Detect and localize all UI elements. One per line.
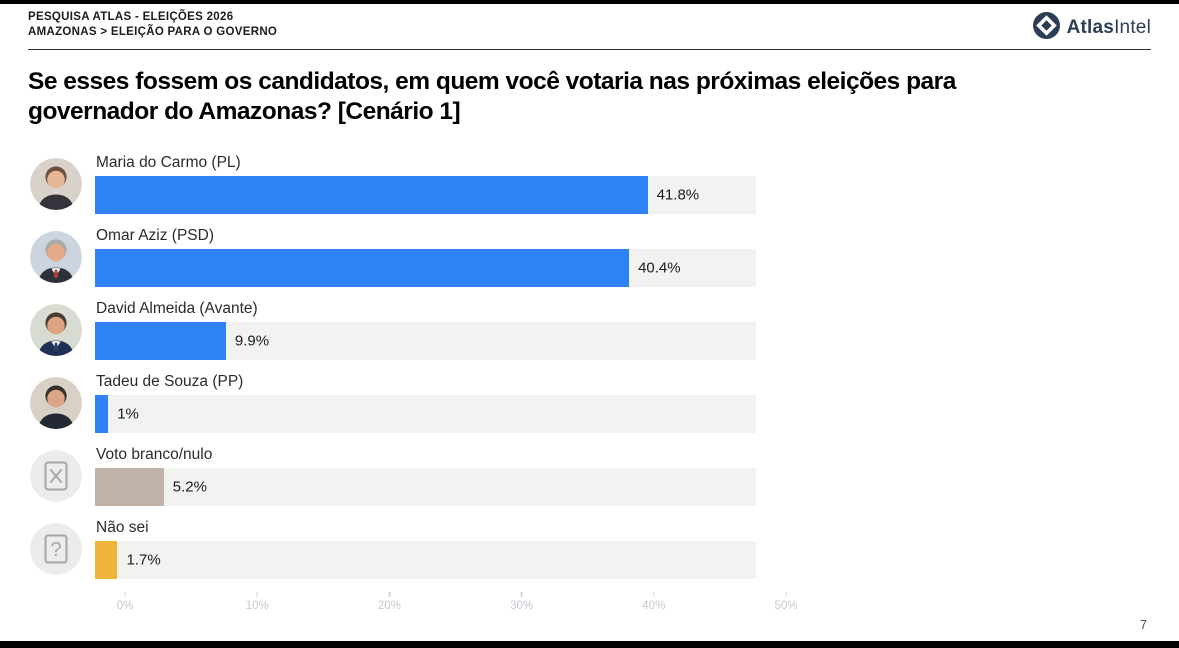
brand-name-intel: Intel xyxy=(1114,17,1151,38)
page-title: Se esses fossem os candidatos, em quem v… xyxy=(28,68,956,126)
bar-fill xyxy=(95,321,226,360)
bar-value-label: 1.7% xyxy=(126,551,161,569)
bar-value-label: 40.4% xyxy=(638,259,681,277)
row-main: David Almeida (Avante) 9.9% xyxy=(95,300,756,360)
row-main: Omar Aziz (PSD) 40.4% xyxy=(95,227,756,287)
axis-tick-label: 10% xyxy=(245,599,269,612)
axis-tick-label: 40% xyxy=(642,599,666,612)
chart-rows: Maria do Carmo (PL) 41.8% Omar Aziz (PSD… xyxy=(30,154,1179,579)
axis-tick-mark xyxy=(388,591,391,597)
bar-fill xyxy=(95,467,164,506)
axis-tick-mark xyxy=(256,591,258,597)
axis-tick-label: 30% xyxy=(510,599,534,612)
bar-value-label: 9.9% xyxy=(234,332,270,350)
axis-tick-mark xyxy=(653,591,655,597)
bar-fill xyxy=(95,175,648,214)
axis-tick-label: 20% xyxy=(377,599,401,612)
row-main: Voto branco/nulo 5.2% xyxy=(95,446,756,506)
bar-track: 41.8% xyxy=(95,175,756,214)
header: PESQUISA ATLAS - ELEIÇÕES 2026 AMAZONAS … xyxy=(0,0,1179,44)
atlasintel-mark-icon xyxy=(1032,12,1060,44)
brand-name-atlas: Atlas xyxy=(1066,17,1115,38)
axis-tick: 30% xyxy=(510,591,534,612)
axis-tick: 50% xyxy=(774,591,798,612)
candidate-label: Tadeu de Souza (PP) xyxy=(96,372,244,390)
kicker-line-2: AMAZONAS > ELEIÇÃO PARA O GOVERNO xyxy=(28,26,278,38)
chart-row: Omar Aziz (PSD) 40.4% xyxy=(30,227,1179,287)
axis-tick: 20% xyxy=(377,591,401,612)
x-axis: 0% 10% 20% 30% 40% 50% xyxy=(117,591,798,618)
candidate-label: Omar Aziz (PSD) xyxy=(96,226,214,244)
avatar-dont-know-icon: ? xyxy=(30,522,82,575)
brand-name: AtlasIntel xyxy=(1067,17,1151,39)
candidate-label: David Almeida (Avante) xyxy=(96,299,258,317)
bar-track: 1% xyxy=(95,394,756,433)
bar-value-label: 41.8% xyxy=(656,186,700,204)
candidate-label: Maria do Carmo (PL) xyxy=(96,153,241,171)
avatar-maria-do-carmo xyxy=(30,157,82,210)
row-main: Tadeu de Souza (PP) 1% xyxy=(95,373,756,433)
axis-tick: 0% xyxy=(116,591,134,612)
kicker-line-1: PESQUISA ATLAS - ELEIÇÕES 2026 xyxy=(28,11,234,23)
poll-bar-chart: Maria do Carmo (PL) 41.8% Omar Aziz (PSD… xyxy=(30,154,1179,618)
chart-row: ? Não sei 1.7% xyxy=(30,519,1179,579)
chart-row: Tadeu de Souza (PP) 1% xyxy=(30,373,1179,433)
avatar-david-almeida xyxy=(30,303,82,356)
candidate-label: Voto branco/nulo xyxy=(96,445,213,463)
bar-track: 1.7% xyxy=(95,540,756,579)
chart-row: Maria do Carmo (PL) 41.8% xyxy=(30,154,1179,214)
axis-tick: 40% xyxy=(642,591,666,612)
header-divider xyxy=(28,49,1151,50)
svg-text:?: ? xyxy=(50,539,61,561)
brand-logo: AtlasIntel xyxy=(1032,12,1151,44)
axis-tick-mark xyxy=(124,591,126,597)
axis-tick-label: 0% xyxy=(116,599,134,612)
chart-row: David Almeida (Avante) 9.9% xyxy=(30,300,1179,360)
bar-fill xyxy=(95,394,109,433)
bottom-edge-bar xyxy=(0,641,1179,648)
bar-value-label: 5.2% xyxy=(172,478,207,496)
bar-fill xyxy=(95,540,118,579)
avatar-omar-aziz xyxy=(30,230,82,283)
row-main: Não sei 1.7% xyxy=(95,519,756,579)
page-number: 7 xyxy=(1140,618,1147,632)
header-kicker: PESQUISA ATLAS - ELEIÇÕES 2026 AMAZONAS … xyxy=(28,10,277,40)
axis-tick-mark xyxy=(785,591,787,597)
bar-track: 9.9% xyxy=(95,321,756,360)
bar-fill xyxy=(95,248,630,287)
axis-tick: 10% xyxy=(245,591,269,612)
candidate-label: Não sei xyxy=(96,518,149,536)
row-main: Maria do Carmo (PL) 41.8% xyxy=(95,154,756,214)
bar-track: 40.4% xyxy=(95,248,756,287)
bar-track: 5.2% xyxy=(95,467,756,506)
avatar-tadeu-de-souza xyxy=(30,376,82,429)
top-edge-bar xyxy=(0,0,1179,4)
axis-tick-label: 50% xyxy=(774,599,798,612)
axis-tick-mark xyxy=(520,591,523,597)
avatar-blank-null-vote-icon xyxy=(30,449,82,502)
bar-value-label: 1% xyxy=(117,405,139,423)
chart-row: Voto branco/nulo 5.2% xyxy=(30,446,1179,506)
